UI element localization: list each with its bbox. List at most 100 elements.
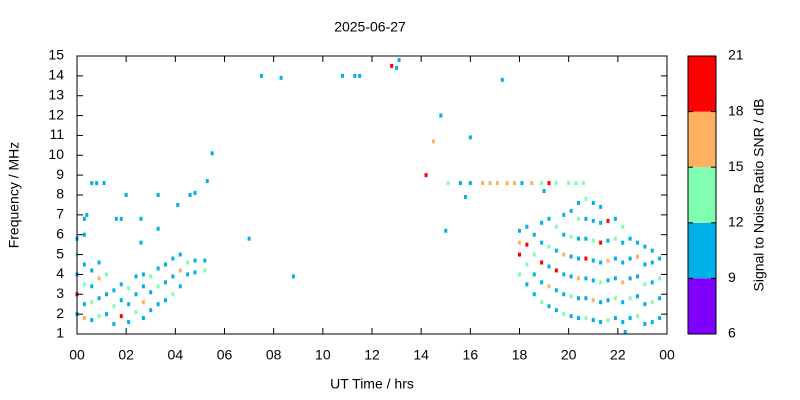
x-tick-label: 12 (364, 347, 380, 363)
data-point (623, 330, 627, 335)
data-point (203, 268, 207, 273)
data-point (606, 258, 610, 263)
colorbar-tick-label: 15 (728, 158, 744, 174)
data-point (636, 294, 639, 299)
data-point (463, 194, 467, 199)
data-point (650, 300, 654, 305)
data-point (591, 218, 595, 223)
data-point (119, 314, 123, 319)
x-tick-label: 10 (315, 347, 331, 363)
data-point (518, 252, 521, 257)
data-point (119, 298, 123, 303)
data-point (562, 272, 566, 277)
data-point (82, 302, 86, 307)
data-point (341, 73, 344, 78)
data-point (567, 181, 571, 186)
data-point (591, 278, 595, 283)
data-point (156, 302, 160, 307)
data-point (532, 232, 536, 237)
data-point (468, 135, 472, 140)
data-point (203, 258, 207, 263)
y-tick-label: 15 (48, 47, 64, 63)
data-point (643, 302, 647, 307)
data-point (628, 236, 632, 241)
y-axis-label: Frequency / MHz (6, 142, 22, 249)
data-point (164, 280, 167, 285)
data-point (178, 268, 182, 273)
data-point (599, 280, 603, 285)
data-point (547, 304, 551, 309)
y-tick-label: 10 (48, 146, 64, 162)
x-tick-label: 00 (659, 347, 675, 363)
y-tick-label: 9 (56, 166, 64, 182)
data-point (518, 272, 521, 277)
chart-title: 2025-06-27 (334, 19, 406, 35)
data-point (599, 204, 603, 209)
data-point (554, 268, 558, 273)
data-point (628, 276, 632, 281)
data-point (554, 288, 558, 293)
data-point (621, 260, 625, 265)
data-point (621, 280, 625, 285)
y-tick-label: 3 (56, 285, 64, 301)
data-point (90, 300, 94, 305)
colorbar-segment (688, 278, 716, 334)
data-point (139, 240, 143, 245)
data-point (577, 200, 580, 205)
data-point (547, 264, 551, 269)
data-point (139, 216, 143, 221)
data-point (97, 314, 101, 319)
data-point (134, 274, 138, 279)
data-point (82, 282, 86, 287)
data-point (171, 292, 175, 297)
data-point (90, 284, 94, 289)
data-point (164, 262, 167, 267)
data-point (90, 181, 94, 186)
data-point (186, 260, 190, 265)
data-point (569, 294, 573, 299)
x-tick-label: 14 (413, 347, 429, 363)
data-point (127, 302, 131, 307)
data-point (628, 316, 632, 321)
data-point (554, 224, 558, 229)
x-tick-label: 16 (463, 347, 479, 363)
data-point (171, 256, 175, 261)
x-tick-label: 18 (512, 347, 528, 363)
data-point (468, 181, 472, 186)
data-point (658, 276, 662, 281)
data-point (562, 212, 566, 217)
data-point (584, 296, 588, 301)
data-point (658, 316, 662, 321)
x-tick-label: 20 (561, 347, 577, 363)
data-point (636, 240, 639, 245)
y-tick-label: 4 (56, 265, 64, 281)
y-tick-label: 6 (56, 225, 64, 241)
data-point (650, 280, 654, 285)
data-point (643, 262, 647, 267)
colorbar-label: Signal to Noise Ratio SNR / dB (751, 99, 767, 292)
data-point (591, 258, 595, 263)
y-tick-label: 7 (56, 206, 64, 222)
data-point (518, 228, 521, 233)
data-point (569, 254, 573, 259)
data-point (193, 191, 197, 196)
colorbar-segment (688, 111, 716, 168)
data-point (178, 252, 182, 257)
data-point (82, 262, 86, 267)
data-point (650, 320, 654, 325)
y-tick-label: 12 (48, 106, 64, 122)
data-point (397, 57, 401, 62)
x-tick-label: 00 (69, 347, 85, 363)
data-point (621, 300, 625, 305)
data-point (599, 320, 603, 325)
data-point (446, 181, 450, 186)
data-point (82, 216, 86, 221)
y-tick-label: 14 (48, 67, 64, 83)
data-point (562, 252, 566, 257)
data-point (650, 248, 654, 253)
data-point (127, 320, 131, 325)
data-point (577, 256, 580, 261)
data-point (613, 256, 617, 261)
data-point (141, 272, 145, 277)
data-point (495, 181, 499, 186)
